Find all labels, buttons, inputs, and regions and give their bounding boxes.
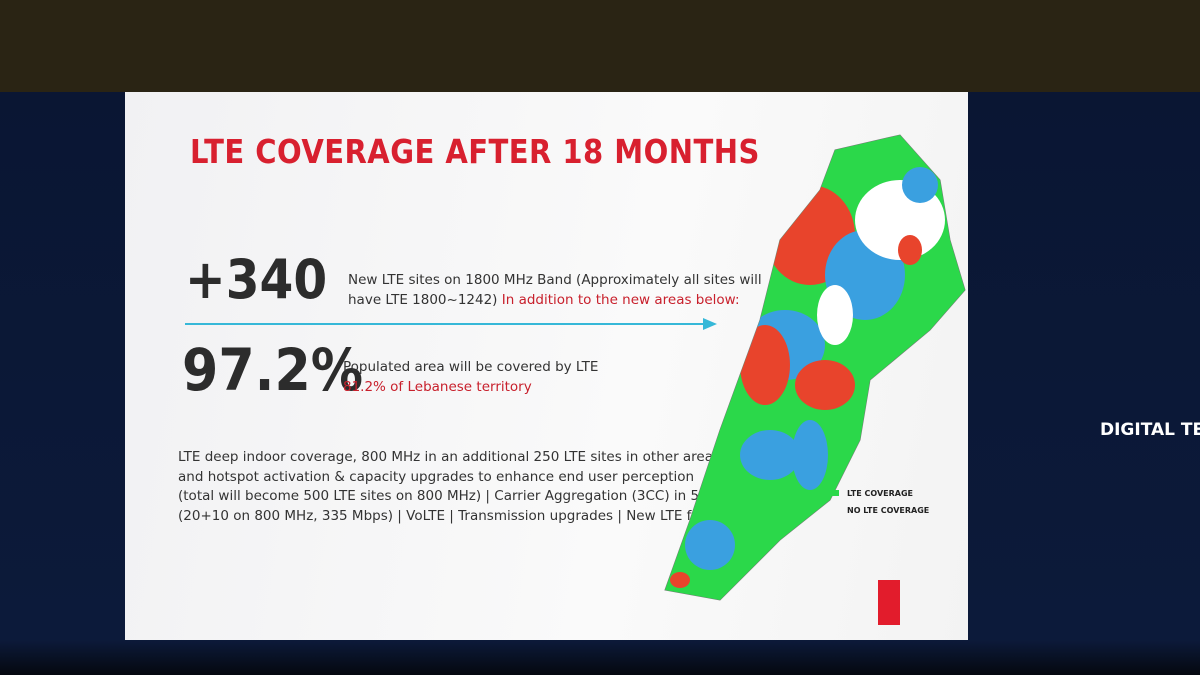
coverage-map (664, 134, 966, 601)
stat-line: have LTE 1800~1242) In addition to the n… (348, 290, 762, 310)
slide-title: LTE COVERAGE AFTER 18 MONTHS (190, 132, 760, 171)
stat-value: +340 (185, 248, 328, 311)
body-line: and hotspot activation & capacity upgrad… (178, 468, 695, 485)
arrow-head (703, 318, 717, 330)
arrow (185, 323, 705, 325)
body-text: LTE deep indoor coverage, 800 MHz in an … (178, 448, 752, 526)
body-line: (total will become 500 LTE sites on 800 … (178, 488, 752, 504)
logo (878, 580, 900, 625)
coverage-area (817, 285, 853, 345)
stat-note: 81.2% of Lebanese territory (343, 379, 532, 395)
stat-text: Populated area will be covered by LTE 81… (343, 357, 598, 397)
coverage-area (740, 430, 800, 480)
legend-item: LTE COVERAGE (847, 489, 913, 498)
coverage-area (795, 360, 855, 410)
stat-value: 97.2% (182, 336, 364, 404)
coverage-area (792, 420, 828, 490)
coverage-area (670, 572, 690, 588)
coverage-area (902, 167, 938, 203)
coverage-area (685, 520, 735, 570)
legend-item: NO LTE COVERAGE (847, 506, 930, 515)
coverage-area (898, 235, 922, 265)
legend-swatch (830, 490, 839, 496)
stat-text: New LTE sites on 1800 MHz Band (Approxim… (348, 270, 762, 310)
stat-line: have LTE 1800~1242) (348, 292, 498, 308)
body-line: LTE deep indoor coverage, 800 MHz in an … (178, 449, 721, 465)
stat-line: New LTE sites on 1800 MHz Band (Approxim… (348, 272, 762, 288)
map-fill (665, 135, 965, 600)
backdrop-brand: DIGITAL TE (1100, 420, 1200, 440)
stat-note: In addition to the new areas below: (501, 292, 740, 308)
coverage-area (740, 325, 790, 405)
stat-line: Populated area will be covered by LTE (343, 359, 599, 375)
body-line: (20+10 on 800 MHz, 335 Mbps) | VoLTE | T… (178, 507, 743, 524)
